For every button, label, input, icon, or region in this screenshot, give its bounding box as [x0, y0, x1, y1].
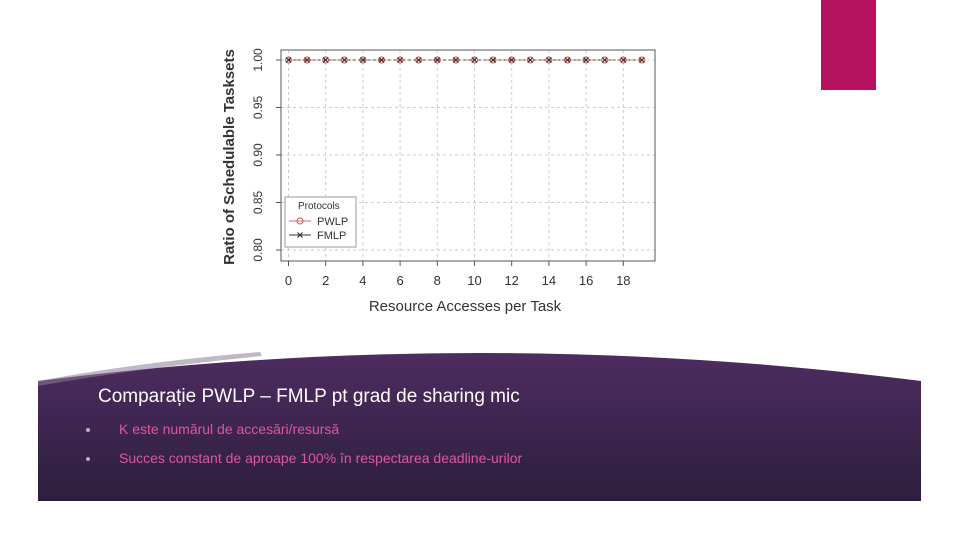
y-tick-label: 0.95	[251, 95, 265, 119]
data-point-pwlp	[545, 56, 553, 64]
data-point-pwlp	[415, 56, 423, 64]
data-point-fmlp	[452, 57, 459, 63]
banner-background	[38, 353, 921, 501]
x-tick-label: 16	[579, 273, 593, 288]
data-point-fmlp	[471, 57, 478, 63]
data-point-fmlp	[583, 57, 590, 63]
y-tick-label: 0.90	[251, 143, 265, 167]
data-point-fmlp	[490, 57, 497, 63]
data-point-fmlp	[545, 57, 552, 63]
x-tick-label: 0	[285, 273, 292, 288]
chart-legend: Protocols PWLP FMLP	[284, 196, 357, 248]
y-tick-label: 0.85	[251, 190, 265, 214]
legend-items: PWLP FMLP	[289, 216, 348, 242]
legend-label-fmlp: FMLP	[317, 230, 346, 242]
slide-title: Comparație PWLP – FMLP pt grad de sharin…	[98, 386, 520, 407]
data-point-fmlp	[638, 57, 645, 63]
x-tick-label: 2	[322, 273, 329, 288]
accent-bar	[821, 0, 876, 90]
y-axis-label: Ratio of Schedulable Tasksets	[221, 49, 238, 265]
bullet-item: K este numărul de accesări/resursă	[86, 421, 339, 437]
legend-title: Protocols	[298, 201, 340, 212]
x-tick-label: 12	[504, 273, 518, 288]
chart-series	[284, 56, 646, 64]
x-tick-label: 6	[396, 273, 403, 288]
x-axis-label: Resource Accesses per Task	[369, 298, 562, 315]
bullet-icon	[86, 428, 90, 433]
bullet-icon	[86, 457, 90, 462]
data-point-fmlp	[415, 57, 422, 63]
data-point-pwlp	[601, 56, 609, 64]
data-point-fmlp	[304, 57, 311, 63]
bullet-text: K este numărul de accesări/resursă	[119, 421, 340, 437]
banner-highlight	[38, 352, 262, 386]
y-tick-label: 1.00	[251, 48, 265, 72]
data-point-fmlp	[397, 57, 404, 63]
data-point-fmlp	[378, 57, 385, 63]
legend-marker-pwlp	[296, 217, 304, 225]
data-point-fmlp	[620, 57, 627, 63]
x-tick-label: 14	[542, 273, 556, 288]
data-point-fmlp	[527, 57, 534, 63]
data-point-fmlp	[508, 57, 515, 63]
data-point-pwlp	[470, 56, 479, 64]
legend-marker-fmlp	[297, 232, 303, 238]
data-point-fmlp	[322, 57, 329, 63]
data-point-fmlp	[341, 57, 348, 63]
data-point-fmlp	[564, 57, 571, 63]
bullet-text: Succes constant de aproape 100% în respe…	[119, 450, 523, 466]
data-point-fmlp	[285, 57, 292, 63]
x-tick-label: 18	[616, 273, 630, 288]
legend-label-pwlp: PWLP	[317, 216, 348, 228]
bullet-item: Succes constant de aproape 100% în respe…	[86, 450, 522, 466]
chart-axes: 0 2 4 6 8 10 12 14 16 18 0.80 0.85 0.90 0.95 1.00	[251, 48, 631, 288]
x-tick-label: 10	[467, 273, 481, 288]
data-point-pwlp	[340, 56, 348, 64]
data-point-fmlp	[434, 57, 441, 63]
data-point-pwlp	[526, 56, 534, 64]
data-point-pwlp	[284, 56, 293, 64]
x-tick-label: 4	[359, 273, 366, 288]
data-point-pwlp	[396, 56, 404, 64]
data-point-fmlp	[359, 57, 366, 63]
y-tick-label: 0.80	[251, 238, 265, 262]
x-tick-label: 8	[434, 273, 441, 288]
data-point-fmlp	[601, 57, 608, 63]
